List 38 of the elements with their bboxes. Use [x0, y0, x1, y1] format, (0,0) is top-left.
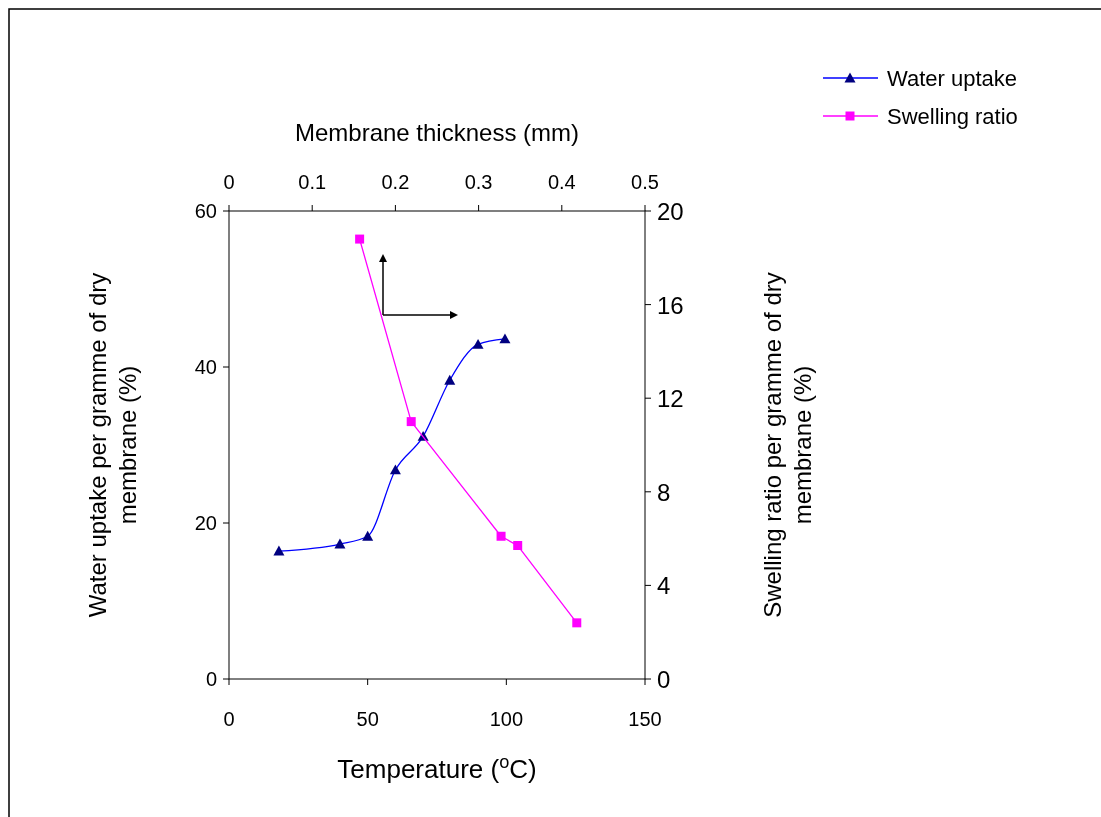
x-tick-label: 0: [223, 708, 235, 730]
x2-tick-label: 0.3: [464, 171, 493, 193]
point: [362, 530, 374, 541]
legend-label: Swelling ratio: [887, 104, 1018, 129]
point: [496, 531, 506, 541]
y2-tick-label: 12: [657, 385, 684, 413]
legend-label: Water uptake: [887, 66, 1018, 91]
x2-tick-label: 0: [223, 171, 235, 193]
point: [499, 333, 511, 344]
y-tick-label: 60: [194, 200, 217, 222]
y2-axis-title: Swelling ratio per gramme of dry membrane (%): [759, 272, 816, 618]
point: [444, 374, 456, 385]
x-tick-label: 100: [489, 708, 524, 730]
y-tick-label: 40: [194, 356, 217, 378]
x-tick-label: 150: [628, 708, 662, 730]
point: [355, 234, 365, 244]
y2-tick-label: 0: [657, 666, 671, 693]
y2-tick-label: 4: [657, 572, 671, 600]
x2-tick-label: 0.2: [381, 171, 410, 193]
x2-tick-label: 0.4: [547, 171, 576, 193]
y2-tick-label: 16: [657, 291, 684, 319]
point: [273, 545, 285, 556]
x2-tick-label: 0.5: [631, 171, 659, 193]
point: [334, 538, 346, 549]
y2-tick-label: 20: [657, 198, 684, 225]
y-axis-title: Water uptake per gramme of dry membrane (%): [84, 272, 141, 618]
y-tick-label: 0: [205, 668, 217, 690]
y-tick-label: 20: [194, 512, 217, 534]
y2-tick-label: 8: [657, 478, 671, 506]
x2-tick-label: 0.1: [298, 171, 327, 193]
x-axis-title: Temperature ($^{o}$C): [337, 752, 537, 784]
point: [406, 417, 416, 427]
x2-axis-title: Membrane thickness (mm): [294, 119, 580, 146]
point: [472, 338, 484, 349]
x-tick-label: 50: [356, 708, 379, 730]
point: [572, 618, 582, 628]
point: [389, 464, 401, 475]
point: [513, 541, 523, 551]
